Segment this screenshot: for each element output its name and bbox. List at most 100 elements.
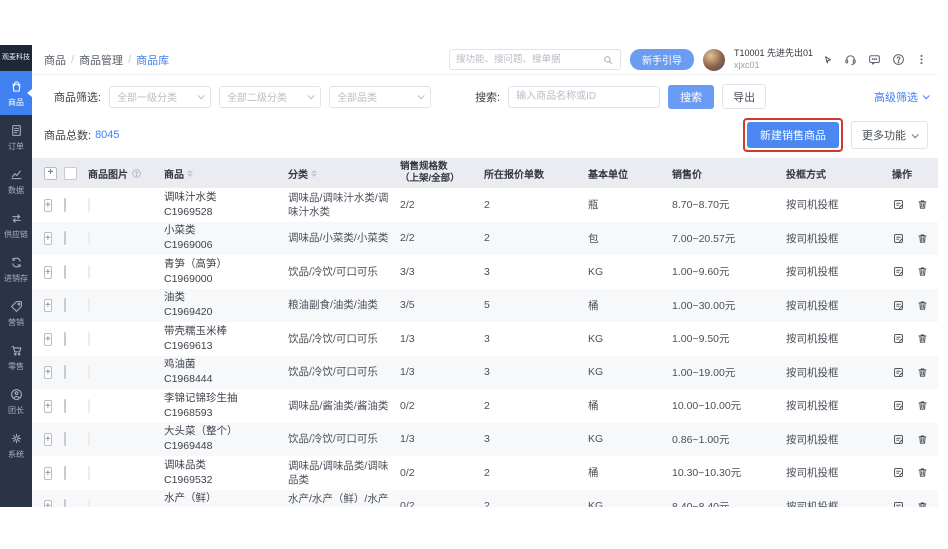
quote-record-icon[interactable]	[892, 299, 905, 312]
delete-icon[interactable]	[916, 332, 929, 345]
row-checkbox[interactable]	[64, 331, 66, 346]
quote-record-icon[interactable]	[892, 399, 905, 412]
quote-record-icon[interactable]	[892, 232, 905, 245]
quote-record-icon[interactable]	[892, 366, 905, 379]
quote-record-icon[interactable]	[892, 265, 905, 278]
delete-icon[interactable]	[916, 198, 929, 211]
sidebar-item-goods[interactable]: 商品	[0, 71, 32, 115]
row-checkbox[interactable]	[64, 398, 66, 413]
sidebar-item-system[interactable]: 系统	[0, 423, 32, 467]
row-checkbox[interactable]	[64, 465, 66, 480]
row-checkbox[interactable]	[64, 298, 66, 313]
sidebar-item-label: 数据	[8, 185, 24, 195]
product-image[interactable]	[88, 432, 90, 447]
quote-record-icon[interactable]	[892, 198, 905, 211]
product-image[interactable]	[88, 264, 90, 279]
delete-icon[interactable]	[916, 299, 929, 312]
category-type-select[interactable]: 全部品类	[329, 85, 432, 108]
sidebar-item-orders[interactable]: 订单	[0, 115, 32, 159]
category-level1-select[interactable]: 全部一级分类	[109, 85, 212, 108]
delete-icon[interactable]	[916, 433, 929, 446]
product-code: C1969000	[164, 272, 213, 285]
advanced-filter-link[interactable]: 高级筛选	[874, 89, 930, 105]
newbie-guide-button[interactable]: 新手引导	[629, 49, 694, 70]
breadcrumb-goods-management[interactable]: 商品管理	[79, 54, 124, 67]
expand-row-button[interactable]: +	[44, 232, 52, 246]
sidebar-item-marketing[interactable]: 营销	[0, 291, 32, 335]
sort-category[interactable]	[311, 169, 317, 177]
global-search-input[interactable]	[455, 54, 602, 65]
delete-icon[interactable]	[916, 265, 929, 278]
sidebar-item-label: 系统	[8, 449, 24, 459]
quote-count: 3	[484, 433, 490, 446]
quote-record-icon[interactable]	[892, 500, 905, 507]
sidebar-item-group-leader[interactable]: 团长	[0, 379, 32, 423]
gear-icon	[11, 433, 21, 443]
user-info[interactable]: T10001 先进先出01 xjxc01	[734, 48, 813, 71]
table-row: + 调味品类 C1969532 调味品/调味品类/调味品类 0/2 2 桶 10…	[32, 456, 938, 490]
product-image[interactable]	[88, 365, 90, 380]
product-image[interactable]	[88, 331, 90, 346]
row-checkbox[interactable]	[64, 197, 66, 212]
expand-row-button[interactable]: +	[44, 366, 52, 380]
base-unit: 桶	[588, 299, 599, 312]
brand-logo[interactable]: 观麦科技	[0, 45, 32, 71]
sidebar-item-retail[interactable]: 零售	[0, 335, 32, 379]
delete-icon[interactable]	[916, 466, 929, 479]
quote-record-icon[interactable]	[892, 433, 905, 446]
sidebar-item-supply-chain[interactable]: 供应链	[0, 203, 32, 247]
help-icon[interactable]	[891, 52, 906, 67]
breadcrumb-goods-library[interactable]: 商品库	[136, 54, 170, 67]
delete-icon[interactable]	[916, 500, 929, 507]
expand-row-button[interactable]: +	[44, 332, 52, 346]
product-image[interactable]	[88, 398, 90, 413]
product-image[interactable]	[88, 499, 90, 507]
table-row: + 水产（鲜） C1969196 水产/水产（鲜）/水产（鲜） 0/2 2 KG…	[32, 489, 938, 507]
sidebar-item-data[interactable]: 数据	[0, 159, 32, 203]
select-all-checkbox[interactable]	[64, 166, 77, 180]
breadcrumb-goods[interactable]: 商品	[44, 54, 66, 67]
expand-all-button[interactable]: +	[44, 166, 57, 180]
product-image[interactable]	[88, 298, 90, 313]
category-level2-select[interactable]: 全部二级分类	[219, 85, 322, 108]
avatar[interactable]	[702, 48, 725, 71]
summary-bar: 商品总数: 8045 新建销售商品 更多功能	[32, 116, 938, 158]
expand-row-button[interactable]: +	[44, 265, 52, 279]
expand-row-button[interactable]: +	[44, 399, 52, 413]
search-icon[interactable]	[602, 54, 614, 66]
expand-row-button[interactable]: +	[44, 466, 52, 480]
row-checkbox[interactable]	[64, 365, 66, 380]
delete-icon[interactable]	[916, 366, 929, 379]
product-image[interactable]	[88, 231, 90, 246]
sidebar-item-inventory[interactable]: 进销存	[0, 247, 32, 291]
total-count[interactable]: 8045	[95, 129, 120, 141]
expand-row-button[interactable]: +	[44, 299, 52, 313]
message-icon[interactable]	[867, 52, 882, 67]
export-button[interactable]: 导出	[722, 84, 767, 109]
customer-service-icon[interactable]	[843, 52, 858, 67]
quote-record-icon[interactable]	[892, 332, 905, 345]
image-help-icon[interactable]	[131, 168, 142, 179]
expand-row-button[interactable]: +	[44, 198, 52, 212]
sale-price: 8.40~8.40元	[672, 500, 730, 507]
new-sale-product-button[interactable]: 新建销售商品	[747, 122, 839, 148]
row-checkbox[interactable]	[64, 499, 66, 507]
delete-icon[interactable]	[916, 232, 929, 245]
search-button[interactable]: 搜索	[668, 84, 715, 109]
delete-icon[interactable]	[916, 399, 929, 412]
switch-account-icon[interactable]	[822, 54, 834, 66]
product-code: C1969613	[164, 339, 213, 352]
sort-product[interactable]	[187, 169, 193, 177]
row-checkbox[interactable]	[64, 432, 66, 447]
global-search-box[interactable]	[448, 49, 621, 70]
quote-record-icon[interactable]	[892, 466, 905, 479]
expand-row-button[interactable]: +	[44, 433, 52, 447]
expand-row-button[interactable]: +	[44, 500, 52, 507]
product-image[interactable]	[88, 465, 90, 480]
product-image[interactable]	[88, 197, 90, 212]
product-search-input[interactable]	[508, 85, 661, 108]
more-menu-icon[interactable]	[915, 53, 928, 66]
row-checkbox[interactable]	[64, 264, 66, 279]
more-functions-button[interactable]: 更多功能	[851, 121, 928, 149]
row-checkbox[interactable]	[64, 231, 66, 246]
